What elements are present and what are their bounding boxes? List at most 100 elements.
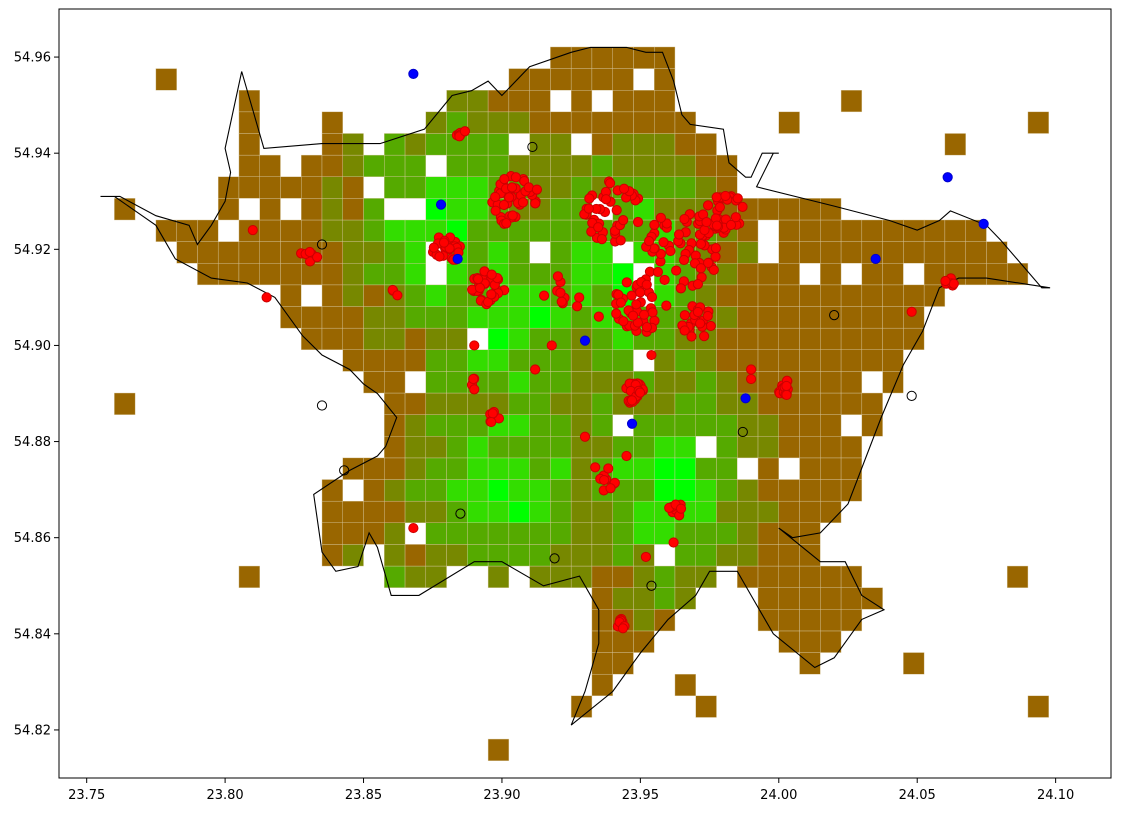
grid-cell xyxy=(840,306,863,329)
grid-cell xyxy=(425,371,447,394)
grid-cell xyxy=(820,587,842,610)
grid-cell xyxy=(965,263,987,286)
grid-cell xyxy=(840,436,863,459)
grid-cell xyxy=(716,544,738,567)
grid-cell xyxy=(404,392,427,415)
grid-cell xyxy=(342,349,364,372)
red-point xyxy=(605,483,616,494)
grid-cell xyxy=(404,176,427,199)
grid-cell xyxy=(508,241,530,264)
grid-cell xyxy=(363,198,385,221)
red-point xyxy=(621,277,632,288)
red-point xyxy=(665,245,676,257)
grid-cell xyxy=(695,544,717,567)
grid-cell xyxy=(737,479,759,502)
grid-cell xyxy=(404,284,427,307)
grid-cell xyxy=(550,306,572,329)
grid-cell xyxy=(695,154,717,177)
grid-cell xyxy=(321,198,343,221)
grid-cell xyxy=(363,306,385,329)
grid-cell xyxy=(1006,263,1029,286)
grid-cell xyxy=(737,241,759,264)
grid-cell xyxy=(612,133,634,156)
grid-cell xyxy=(716,154,738,177)
grid-cell xyxy=(404,457,427,480)
grid-cell xyxy=(757,565,779,588)
red-point xyxy=(708,264,719,276)
grid-cell xyxy=(757,479,779,502)
red-point xyxy=(392,290,403,301)
grid-cell xyxy=(446,436,468,459)
blue-point xyxy=(579,335,591,346)
grid-cell xyxy=(550,46,572,69)
grid-cell xyxy=(674,176,696,199)
grid-cell xyxy=(820,371,842,394)
grid-cell xyxy=(778,436,800,459)
grid-cell xyxy=(612,652,634,675)
grid-cell xyxy=(799,565,821,588)
grid-cell xyxy=(654,436,676,459)
grid-cell xyxy=(155,68,177,91)
grid-cell xyxy=(923,284,946,307)
red-point xyxy=(530,364,541,375)
grid-cell xyxy=(570,90,593,113)
red-point xyxy=(579,431,591,442)
grid-cell xyxy=(840,349,863,372)
grid-cell xyxy=(674,349,696,372)
red-point xyxy=(730,212,741,223)
grid-cell xyxy=(861,392,883,415)
grid-cell xyxy=(654,457,676,480)
red-point xyxy=(641,279,652,290)
grid-cell xyxy=(487,371,510,394)
grid-cell xyxy=(570,111,593,134)
grid-cell xyxy=(550,241,572,264)
red-point xyxy=(555,287,566,298)
grid-cell xyxy=(612,349,634,372)
grid-cell xyxy=(404,154,427,177)
grid-cell xyxy=(404,306,427,329)
grid-cell xyxy=(467,500,489,523)
grid-cell xyxy=(487,436,510,459)
grid-cell xyxy=(321,219,343,242)
grid-cell xyxy=(840,371,863,394)
grid-cell xyxy=(529,479,551,502)
grid-cell xyxy=(591,327,613,350)
grid-cell xyxy=(591,673,613,697)
red-point xyxy=(590,462,601,473)
grid-cell xyxy=(674,544,696,567)
grid-cell xyxy=(487,500,510,523)
red-point xyxy=(686,331,697,342)
grid-cell xyxy=(820,219,842,242)
red-point xyxy=(247,224,258,236)
grid-cell xyxy=(301,198,323,221)
grid-cell xyxy=(425,500,447,523)
grid-cell xyxy=(446,392,468,415)
grid-cell xyxy=(1027,695,1049,718)
grid-cell xyxy=(674,111,696,134)
grid-cell xyxy=(757,349,779,372)
grid-cell xyxy=(882,306,904,329)
grid-cell xyxy=(404,414,427,437)
grid-cell xyxy=(570,479,593,502)
grid-cell xyxy=(446,263,468,286)
grid-cell xyxy=(259,154,281,177)
grid-cell xyxy=(820,479,842,502)
grid-cell xyxy=(986,263,1008,286)
red-point xyxy=(705,320,716,332)
red-point xyxy=(668,537,679,548)
grid-cell xyxy=(487,479,510,502)
grid-cell xyxy=(799,457,821,480)
red-point xyxy=(304,246,315,258)
grid-cell xyxy=(820,284,842,307)
grid-cell xyxy=(384,414,406,437)
grid-cell xyxy=(259,198,281,221)
grid-cell xyxy=(384,263,406,286)
grid-cell xyxy=(570,457,593,480)
grid-cell xyxy=(654,176,676,199)
grid-cell xyxy=(591,241,613,264)
red-point xyxy=(711,220,723,231)
grid-cell xyxy=(529,68,551,91)
grid-cell xyxy=(217,241,240,264)
grid-cell xyxy=(695,522,717,545)
grid-cell xyxy=(820,263,842,286)
